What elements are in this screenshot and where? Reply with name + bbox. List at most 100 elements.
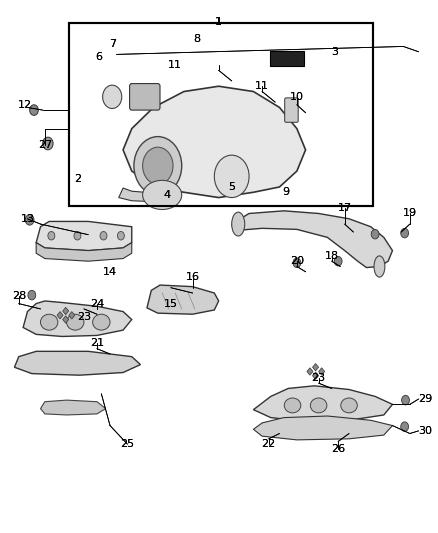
PathPatch shape [23,301,132,336]
Text: 23: 23 [311,373,326,383]
PathPatch shape [254,416,392,440]
Polygon shape [69,312,75,319]
Text: 13: 13 [21,214,35,224]
Circle shape [134,136,182,195]
Text: 13: 13 [21,214,35,224]
Text: 16: 16 [186,272,200,282]
Text: 30: 30 [419,426,433,436]
Polygon shape [318,368,325,375]
Polygon shape [313,372,318,379]
Text: 24: 24 [90,298,104,309]
Text: 23: 23 [77,312,91,322]
Circle shape [28,290,36,300]
Circle shape [25,215,34,225]
Text: 5: 5 [228,182,235,192]
PathPatch shape [36,221,132,251]
Ellipse shape [67,314,84,330]
PathPatch shape [119,188,175,202]
Text: 28: 28 [12,290,26,301]
Circle shape [371,229,379,239]
Text: 7: 7 [109,39,116,49]
Text: 24: 24 [90,298,104,309]
Text: 19: 19 [403,208,417,219]
Text: 26: 26 [331,445,345,455]
Text: 19: 19 [403,208,417,219]
Text: 3: 3 [332,47,339,56]
Text: 15: 15 [164,298,178,309]
Text: 22: 22 [261,439,276,449]
Text: 1: 1 [215,17,222,27]
Ellipse shape [143,180,182,209]
Text: 6: 6 [95,52,102,62]
PathPatch shape [14,351,141,375]
PathPatch shape [123,86,306,198]
Circle shape [30,105,39,115]
Polygon shape [307,368,313,375]
Ellipse shape [93,314,110,330]
Ellipse shape [341,398,357,413]
Text: 11: 11 [168,60,182,70]
Text: 14: 14 [103,267,117,277]
Circle shape [401,422,409,431]
Text: 7: 7 [109,39,116,49]
Text: 29: 29 [419,394,433,404]
Text: 14: 14 [103,267,117,277]
Text: 29: 29 [419,394,433,404]
Circle shape [214,155,249,198]
Text: 15: 15 [164,298,178,309]
FancyBboxPatch shape [130,84,160,110]
Text: 20: 20 [290,256,304,266]
FancyBboxPatch shape [285,98,298,122]
Text: 9: 9 [283,187,290,197]
Text: 3: 3 [332,47,339,56]
Circle shape [100,231,107,240]
Text: 18: 18 [325,251,339,261]
Text: 25: 25 [120,439,134,449]
Text: 27: 27 [38,140,52,150]
Circle shape [402,395,410,405]
Text: 21: 21 [90,338,104,349]
Text: 8: 8 [193,34,201,44]
FancyBboxPatch shape [270,51,304,66]
PathPatch shape [36,243,132,261]
Text: 30: 30 [419,426,433,436]
Text: 1: 1 [215,17,222,27]
Circle shape [48,231,55,240]
Text: 26: 26 [331,445,345,455]
Circle shape [74,231,81,240]
Text: 20: 20 [290,256,304,266]
PathPatch shape [232,211,392,268]
Text: 10: 10 [290,92,304,102]
Ellipse shape [40,314,58,330]
Text: 11: 11 [168,60,182,70]
Text: 5: 5 [228,182,235,192]
Text: 10: 10 [290,92,304,102]
Text: 17: 17 [338,203,352,213]
Text: 2: 2 [74,174,81,184]
Text: 11: 11 [255,81,269,91]
Circle shape [293,258,301,268]
Text: 23: 23 [77,312,91,322]
Polygon shape [63,316,69,323]
Text: 8: 8 [193,34,201,44]
Text: 22: 22 [261,439,276,449]
Polygon shape [63,308,69,315]
PathPatch shape [147,285,219,314]
Circle shape [117,231,124,240]
Circle shape [401,228,409,238]
Ellipse shape [311,398,327,413]
Text: 23: 23 [311,373,326,383]
Text: 17: 17 [338,203,352,213]
Text: 28: 28 [12,290,26,301]
PathPatch shape [254,386,392,421]
Text: 25: 25 [120,439,134,449]
Text: 9: 9 [283,187,290,197]
Text: 27: 27 [38,140,52,150]
Circle shape [143,147,173,184]
Text: 12: 12 [18,100,32,110]
PathPatch shape [40,400,106,415]
Circle shape [102,85,122,109]
Text: 12: 12 [18,100,32,110]
Text: 16: 16 [186,272,200,282]
Text: 2: 2 [74,174,81,184]
